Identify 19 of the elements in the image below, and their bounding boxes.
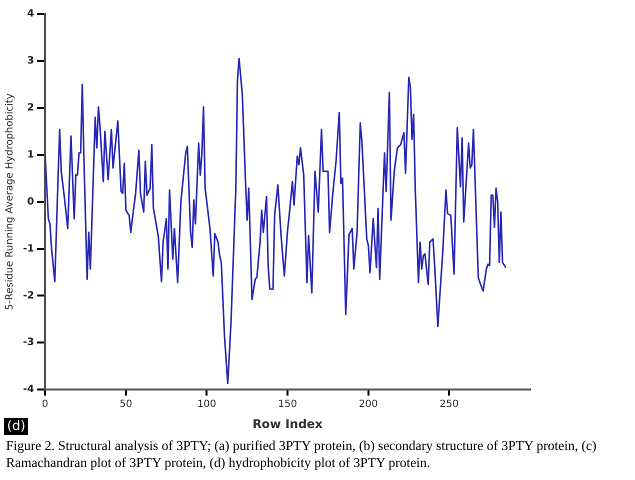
x-axis-title: Row Index xyxy=(252,416,323,431)
x-tick-label: 100 xyxy=(197,399,216,410)
x-tick-label: 50 xyxy=(120,399,132,410)
x-tick-label: 0 xyxy=(42,399,48,410)
y-tick-label: -1 xyxy=(23,243,34,254)
x-tick-label: 150 xyxy=(278,399,298,410)
y-tick-label: 3 xyxy=(27,56,34,67)
x-tick-label: 200 xyxy=(358,399,378,410)
text: (d) xyxy=(4,418,28,435)
caption: Figure 2. Structural analysis of 3PTY; (a) purified 3PTY protein, (b) secondary structure of 3PTY protein, (c) Ramachandran plot of 3PTY protein, (d) hydrophobicity plot of 3PTY protein. xyxy=(6,437,598,471)
y-tick-label: -3 xyxy=(23,337,34,348)
x-tick-label: 250 xyxy=(440,399,459,410)
y-tick-label: -2 xyxy=(23,290,34,302)
y-tick-label: 1 xyxy=(27,149,34,160)
y-tick-label: 2 xyxy=(27,102,34,114)
y-tick-label: 4 xyxy=(27,8,34,20)
y-tick-label: 0 xyxy=(27,196,34,208)
y-axis-title: 5-Residue Running Average Hydrophobicity xyxy=(4,93,16,310)
y-tick-label: -4 xyxy=(23,384,34,396)
